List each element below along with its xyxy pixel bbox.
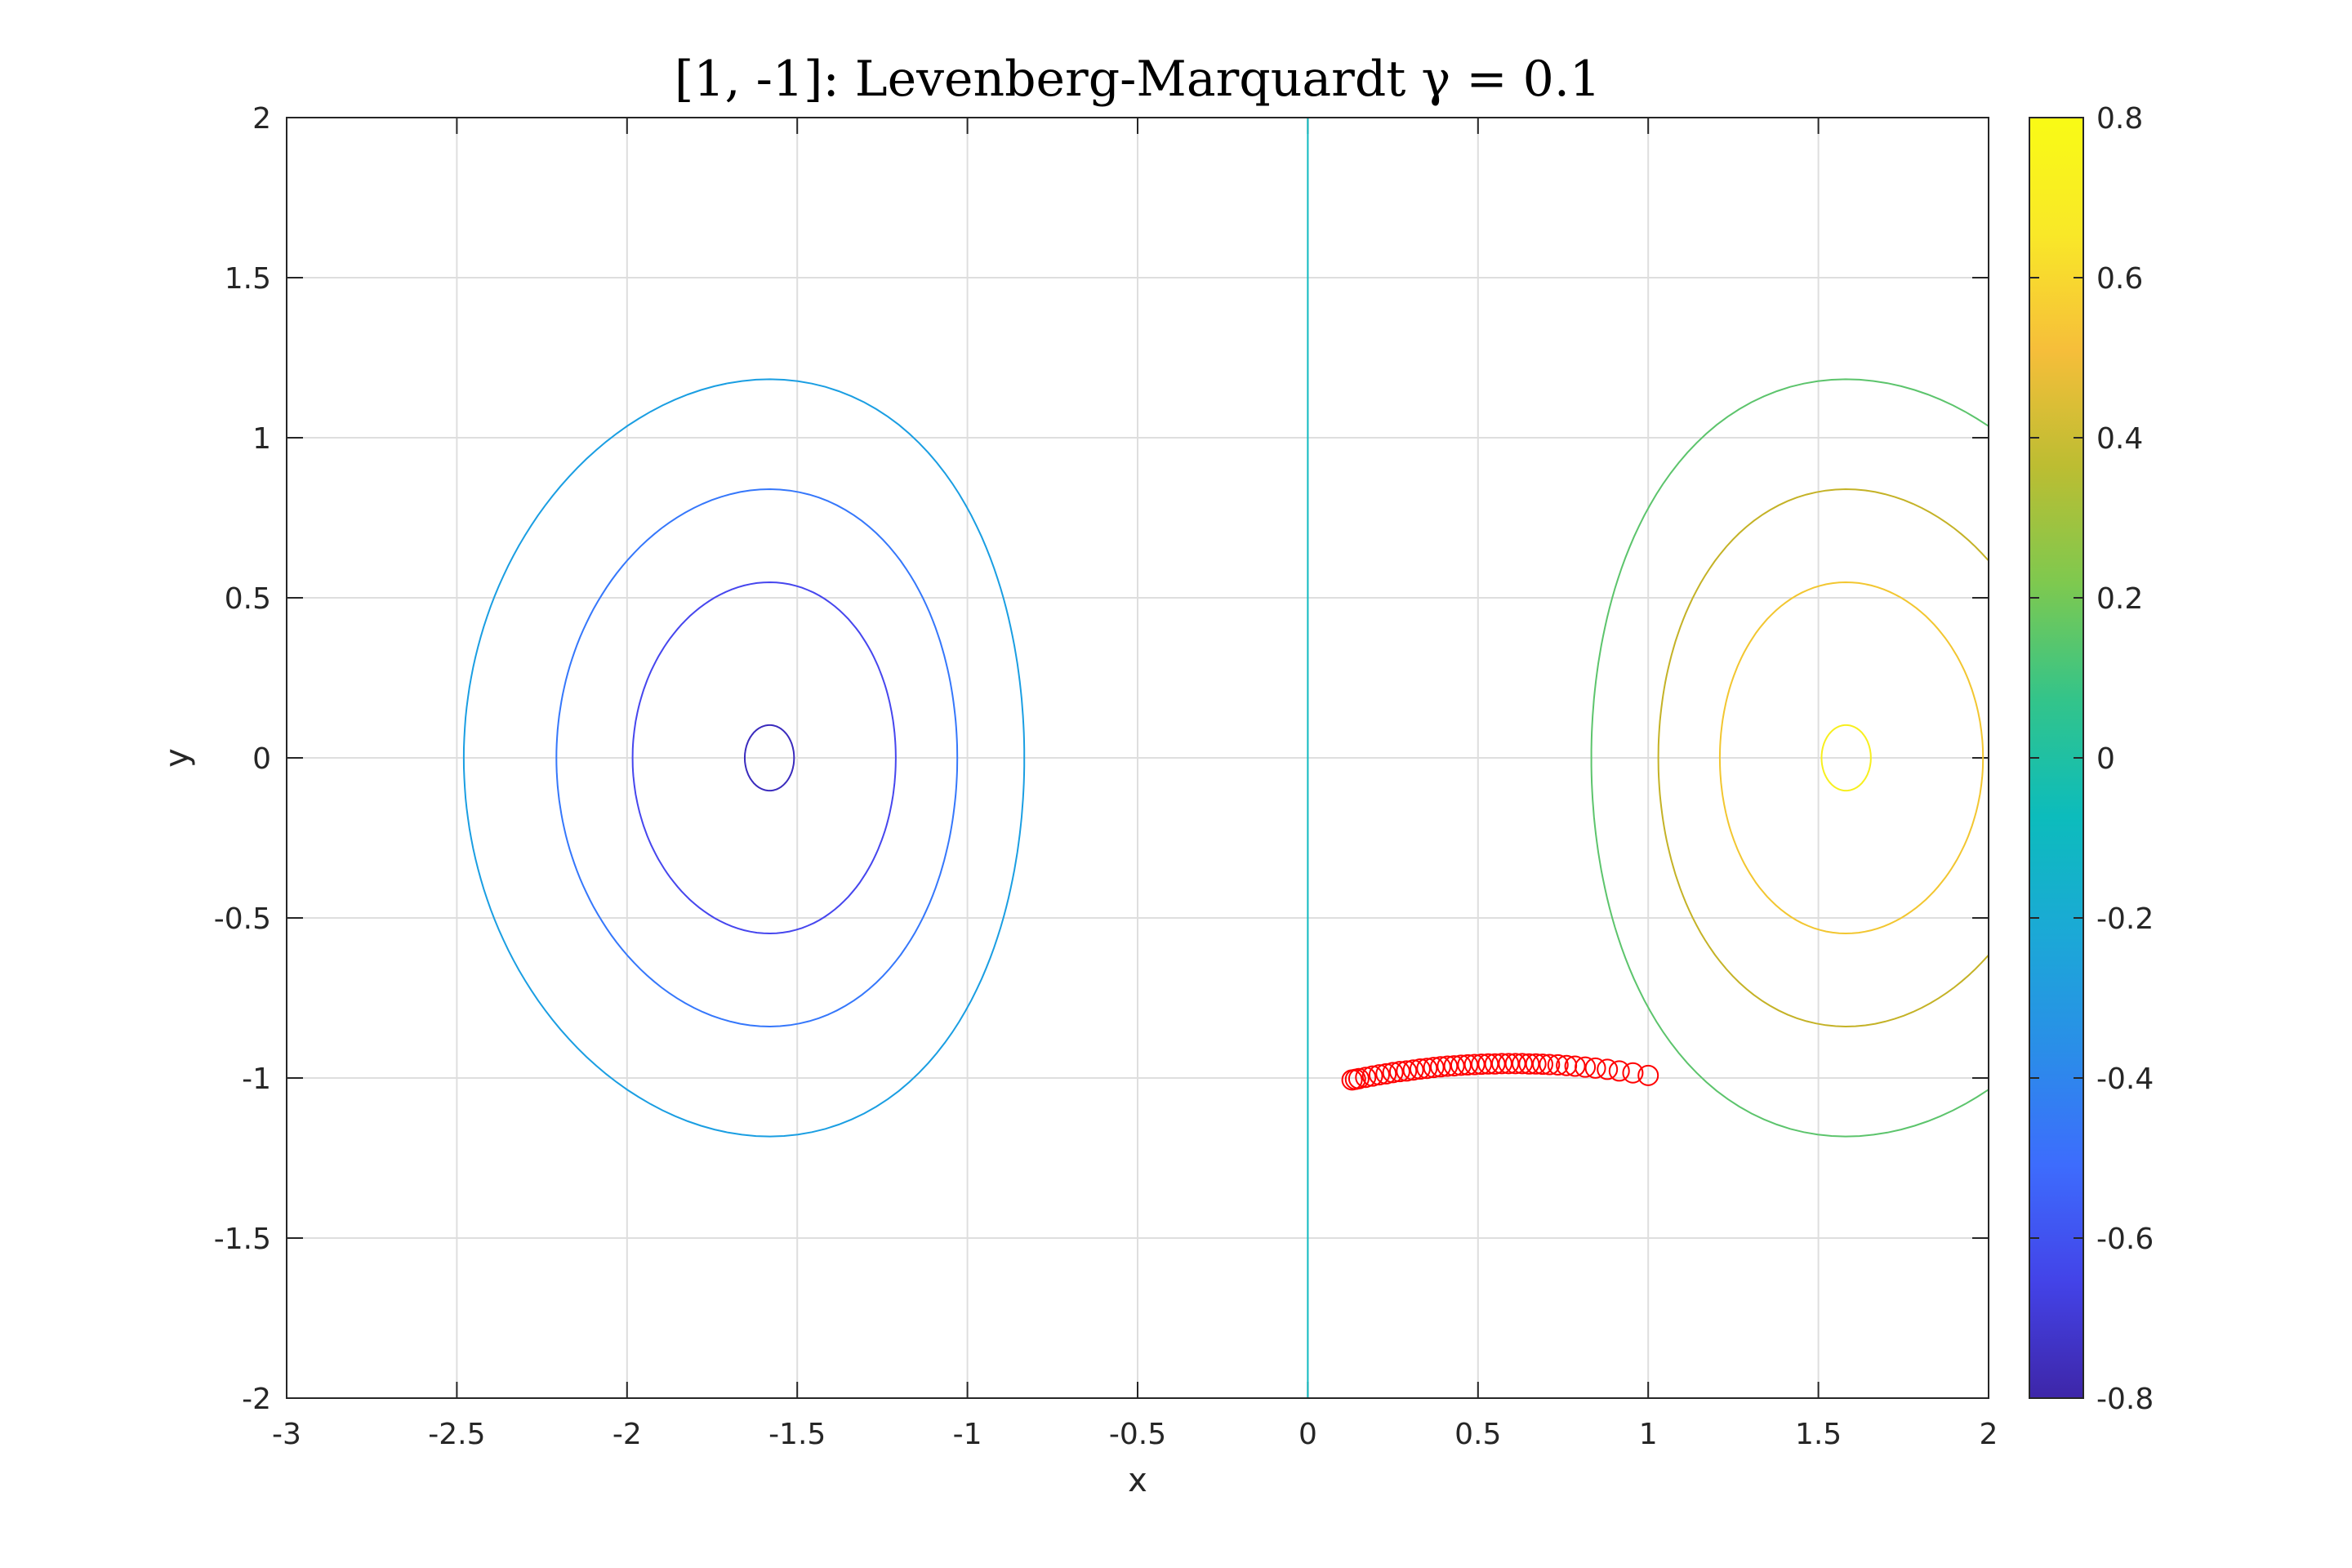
x-tick-label: -0.5 bbox=[1109, 1418, 1166, 1451]
y-tick-label: 0 bbox=[252, 742, 271, 776]
x-tick-label: 1 bbox=[1639, 1418, 1658, 1451]
contour-line bbox=[555, 488, 959, 1028]
iterate-marker bbox=[1525, 1053, 1547, 1075]
contour-line bbox=[1590, 378, 1989, 1138]
iterate-marker bbox=[1490, 1053, 1512, 1075]
iterate-marker bbox=[1443, 1055, 1465, 1077]
iterate-marker bbox=[1564, 1055, 1586, 1077]
iterate-marker bbox=[1382, 1062, 1404, 1084]
iterate-marker bbox=[1622, 1062, 1644, 1084]
iterate-marker bbox=[1637, 1064, 1659, 1086]
iterate-marker bbox=[1608, 1060, 1630, 1082]
contour-line bbox=[462, 378, 1026, 1138]
x-tick-label: 0.5 bbox=[1454, 1418, 1501, 1451]
colorbar-tick-label: 0.6 bbox=[2096, 262, 2143, 296]
iterate-marker bbox=[1463, 1054, 1486, 1076]
x-tick-label: -2.5 bbox=[428, 1418, 485, 1451]
y-tick-label: 1.5 bbox=[225, 262, 271, 296]
iterate-marker bbox=[1556, 1054, 1578, 1076]
colorbar-tick-label: -0.6 bbox=[2096, 1223, 2154, 1256]
iterate-marker bbox=[1511, 1053, 1533, 1075]
contour-line bbox=[1718, 581, 1984, 935]
iterate-marker bbox=[1498, 1053, 1520, 1075]
chart-title: [1, -1]: Levenberg-Marquardt γ = 0.1 bbox=[675, 51, 1601, 108]
iterate-marker bbox=[1355, 1067, 1377, 1089]
contour-lines bbox=[462, 118, 1989, 1398]
colorbar-tick-label: -0.8 bbox=[2096, 1383, 2154, 1416]
y-tick-label: 0.5 bbox=[225, 582, 271, 616]
iterate-marker bbox=[1409, 1058, 1431, 1080]
y-tick-label: -0.5 bbox=[214, 902, 271, 936]
iterate-marker bbox=[1402, 1059, 1424, 1081]
y-tick-label: -1 bbox=[242, 1062, 271, 1096]
colorbar-tick-label: 0 bbox=[2096, 742, 2115, 776]
colorbar-tick-label: 0.8 bbox=[2096, 102, 2143, 136]
colorbar-tick-label: -0.2 bbox=[2096, 902, 2154, 936]
contour-line bbox=[744, 724, 795, 792]
contour-line bbox=[1820, 724, 1872, 792]
iterate-marker bbox=[1361, 1065, 1383, 1087]
y-tick-label: 1 bbox=[252, 422, 271, 456]
iterate-marker bbox=[1457, 1054, 1479, 1076]
iterate-marker bbox=[1416, 1058, 1438, 1080]
colorbar-tick-label: 0.2 bbox=[2096, 582, 2143, 616]
iterate-marker bbox=[1531, 1054, 1553, 1076]
iterate-marker bbox=[1470, 1054, 1492, 1076]
y-tick-labels: -2 -1.5 -1 -0.5 0 0.5 1 1.5 2 bbox=[214, 102, 271, 1416]
x-tick-label: -2 bbox=[612, 1418, 642, 1451]
x-tick-label: -1.5 bbox=[768, 1418, 826, 1451]
iterate-marker bbox=[1375, 1062, 1397, 1085]
plot-frame bbox=[286, 117, 1989, 1399]
x-tick-label: -3 bbox=[272, 1418, 301, 1451]
contour-line bbox=[1657, 488, 1989, 1028]
iterate-marker bbox=[1504, 1053, 1526, 1075]
x-axis-label: x bbox=[1128, 1462, 1147, 1499]
x-tick-labels: -3 -2.5 -2 -1.5 -1 -0.5 0 0.5 1 1.5 2 bbox=[272, 1418, 1998, 1451]
y-tick-label: -2 bbox=[242, 1383, 271, 1416]
iterate-marker bbox=[1423, 1057, 1445, 1079]
y-axis-label: y bbox=[158, 748, 196, 768]
iterate-marker bbox=[1547, 1054, 1569, 1076]
x-tick-label: 2 bbox=[1980, 1418, 1998, 1451]
x-tick-label: 1.5 bbox=[1795, 1418, 1842, 1451]
iterate-marker bbox=[1477, 1053, 1499, 1075]
iterate-marker bbox=[1429, 1056, 1451, 1078]
x-tick-label: 0 bbox=[1298, 1418, 1317, 1451]
y-tick-label: 2 bbox=[252, 102, 271, 136]
iterate-marker bbox=[1539, 1054, 1561, 1076]
x-tick-label: -1 bbox=[953, 1418, 982, 1451]
iterate-marker bbox=[1597, 1058, 1619, 1080]
iterate-marker bbox=[1484, 1053, 1506, 1075]
iterate-marker bbox=[1584, 1057, 1606, 1079]
iterate-marker bbox=[1368, 1064, 1390, 1086]
iterate-marker bbox=[1437, 1055, 1459, 1077]
colorbar-tick-labels: -0.8 -0.6 -0.4 -0.2 0 0.2 0.4 0.6 0.8 bbox=[2029, 102, 2154, 1416]
iterate-marker bbox=[1396, 1060, 1418, 1082]
colorbar-tick-label: -0.4 bbox=[2096, 1062, 2154, 1096]
contour-line bbox=[631, 581, 897, 935]
iterate-marker bbox=[1450, 1054, 1472, 1076]
colorbar-tick-label: 0.4 bbox=[2096, 422, 2143, 456]
y-tick-label: -1.5 bbox=[214, 1223, 271, 1256]
iterate-marker bbox=[1518, 1053, 1540, 1075]
iterate-markers bbox=[1341, 1053, 1659, 1091]
iterate-marker bbox=[1341, 1069, 1363, 1091]
iterate-marker bbox=[1388, 1061, 1410, 1083]
